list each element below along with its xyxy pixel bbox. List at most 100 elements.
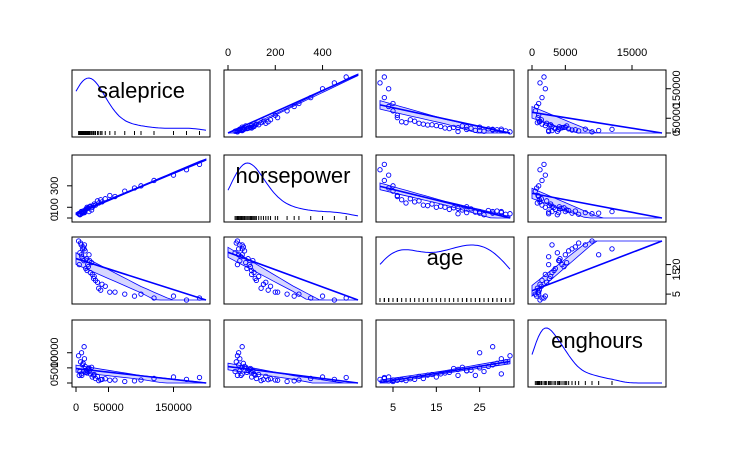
data-point — [296, 291, 302, 297]
data-point — [412, 118, 418, 124]
data-point — [544, 198, 550, 204]
data-point — [416, 120, 422, 126]
data-point — [196, 374, 203, 381]
tick-label: 200 — [266, 47, 284, 59]
data-point — [256, 122, 262, 128]
tick-label: 5 — [671, 291, 683, 297]
panel-horsepower-vs-enghours — [527, 154, 667, 223]
tick-label: 50000 — [671, 103, 683, 134]
data-point — [407, 117, 413, 123]
panel-frame — [375, 69, 515, 138]
tick-label: 15 — [430, 402, 442, 414]
panel-horsepower-vs-age — [375, 154, 515, 223]
tick-label: 5 — [390, 402, 396, 414]
data-point — [535, 289, 541, 295]
data-point — [541, 161, 547, 168]
data-point — [537, 167, 543, 173]
tick-label: 5000 — [49, 356, 61, 380]
data-point — [390, 108, 396, 114]
data-point — [446, 206, 452, 213]
data-point — [98, 197, 104, 203]
data-point — [481, 212, 487, 218]
regression-line — [379, 360, 511, 384]
confidence-band — [75, 252, 206, 301]
density-curve — [531, 327, 662, 384]
data-point — [494, 208, 500, 214]
data-point — [234, 372, 241, 379]
panel-enghours-vs-enghours: enghours — [527, 319, 667, 388]
regression-line — [227, 365, 359, 384]
data-point — [377, 80, 383, 86]
data-point — [576, 211, 582, 217]
regression-line — [75, 158, 207, 215]
data-point — [239, 344, 245, 350]
data-point — [151, 375, 157, 382]
data-point — [541, 295, 547, 301]
data-point — [98, 287, 104, 293]
data-point — [416, 198, 422, 204]
data-point — [433, 204, 439, 210]
data-point — [122, 291, 128, 297]
data-point — [75, 238, 82, 244]
data-point — [442, 204, 448, 210]
data-point — [589, 129, 595, 135]
tick-label: 100 — [49, 198, 61, 216]
data-point — [265, 377, 271, 383]
data-point — [541, 74, 547, 80]
data-point — [561, 263, 567, 270]
data-point — [250, 124, 256, 130]
variable-label-enghours: enghours — [551, 328, 643, 353]
data-point — [80, 360, 86, 366]
data-point — [556, 258, 562, 264]
tick-label: 15 — [671, 268, 683, 280]
data-point — [420, 202, 426, 208]
tick-label: 300 — [49, 177, 61, 195]
data-point — [554, 128, 560, 134]
data-point — [291, 293, 297, 299]
data-point — [536, 100, 542, 107]
panel-enghours-vs-horsepower — [223, 319, 363, 388]
data-point — [94, 198, 101, 204]
data-point — [237, 356, 243, 362]
tick-label: 0 — [529, 47, 535, 59]
data-point — [572, 208, 578, 214]
data-point — [554, 212, 560, 218]
data-point — [464, 209, 470, 216]
axes-layer: 0 200 400 0 5000 150000 50000 150000 5 15 25010030… — [49, 47, 683, 414]
data-point — [386, 172, 392, 178]
tick-label: 20 — [671, 258, 683, 270]
regression-line — [531, 111, 663, 134]
data-point — [556, 124, 562, 130]
data-point — [596, 210, 602, 216]
data-point — [243, 259, 249, 266]
data-point — [589, 238, 595, 244]
data-point — [77, 359, 84, 365]
data-point — [576, 128, 582, 134]
data-point — [122, 378, 128, 385]
confidence-band — [227, 246, 358, 301]
data-point — [81, 344, 87, 350]
data-point — [377, 167, 383, 173]
data-point — [78, 350, 85, 356]
data-point — [81, 246, 87, 252]
panel-frame — [71, 69, 211, 138]
data-point — [296, 377, 302, 383]
data-point — [596, 127, 602, 134]
data-point — [609, 126, 615, 132]
data-point — [248, 125, 255, 131]
data-point — [542, 172, 548, 178]
data-point — [546, 122, 552, 128]
data-point — [412, 199, 418, 205]
tick-label: 150000 — [155, 402, 192, 414]
data-point — [572, 244, 578, 250]
data-point — [582, 209, 588, 216]
data-point — [107, 377, 113, 383]
tick-label: 15000 — [617, 47, 648, 59]
variable-label-horsepower: horsepower — [236, 163, 351, 188]
tick-label: 400 — [313, 47, 331, 59]
panel-age-vs-horsepower — [223, 236, 363, 305]
data-point — [240, 360, 247, 366]
data-point — [131, 378, 138, 384]
